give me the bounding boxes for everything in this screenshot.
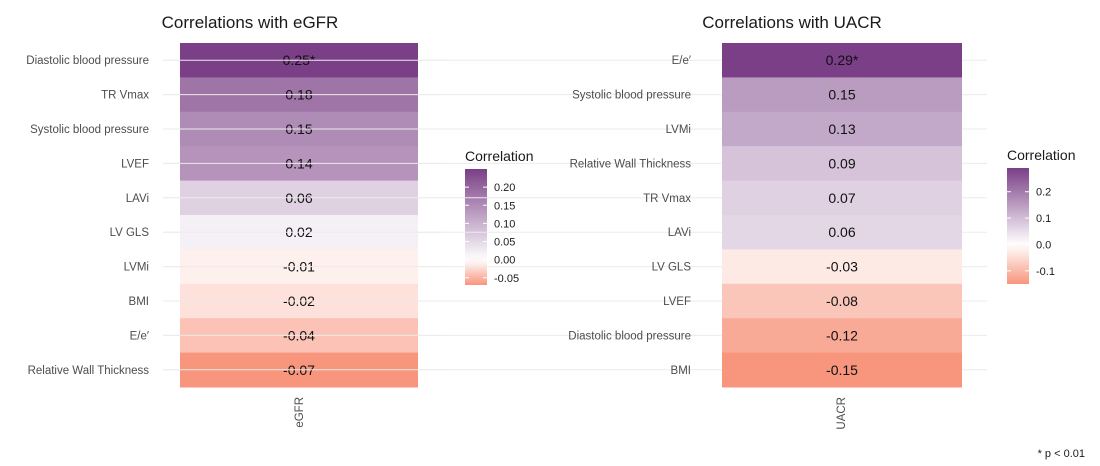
legend-tick-label: 0.15: [494, 200, 515, 212]
legend-tick-label: 0.10: [494, 218, 515, 230]
row-label: LVMi: [124, 262, 149, 274]
cell-value-label: -0.03: [826, 259, 858, 275]
row-label: TR Vmax: [643, 193, 691, 205]
row-label: LAVi: [126, 193, 149, 205]
heatmap-cell: [722, 146, 962, 182]
row-label: LV GLS: [652, 262, 692, 274]
cell-value-label: -0.15: [826, 362, 858, 378]
chart-title: Correlations with UACR: [702, 13, 882, 32]
row-label: LVEF: [663, 296, 691, 308]
row-label: LVEF: [121, 158, 149, 170]
row-label: E/e′: [672, 55, 691, 67]
row-label: LAVi: [668, 227, 691, 239]
cell-value-label: 0.13: [828, 121, 855, 137]
cell-value-label: 0.09: [828, 155, 855, 171]
row-label: Systolic blood pressure: [572, 90, 691, 102]
cell-value-label: 0.07: [828, 190, 855, 206]
row-label: Relative Wall Thickness: [28, 365, 150, 377]
row-label: Diastolic blood pressure: [26, 55, 149, 67]
row-label: BMI: [671, 365, 691, 377]
chart-title: Correlations with eGFR: [162, 13, 339, 32]
cell-value-label: 0.06: [828, 224, 855, 240]
row-label: Systolic blood pressure: [30, 124, 149, 136]
heatmap-panel: Correlations with UACR 0.29* E/e′ 0.15 Systo…: [163, 13, 1075, 430]
heatmap-cell: [722, 318, 962, 354]
legend-tick-label: -0.05: [494, 273, 519, 285]
legend-colorbar: [1007, 168, 1029, 284]
row-label: TR Vmax: [101, 90, 149, 102]
cell-value-label: -0.12: [826, 327, 858, 343]
x-axis-tick-label: UACR: [836, 397, 848, 430]
legend-tick-label: 0.00: [494, 255, 515, 267]
heatmap-cell: [722, 249, 962, 285]
footnote: * p < 0.01: [1038, 448, 1085, 460]
heatmap-cell: [722, 180, 962, 216]
cell-value-label: 0.15: [828, 87, 855, 103]
row-label: Relative Wall Thickness: [570, 158, 692, 170]
heatmap-cell: [722, 352, 962, 388]
legend-tick-label: 0.1: [1036, 213, 1051, 225]
heatmap-cell: [722, 43, 962, 78]
cell-value-label: -0.08: [826, 293, 858, 309]
legend-title: Correlation: [1007, 147, 1075, 163]
row-label: Diastolic blood pressure: [568, 330, 691, 342]
heatmap-cell: [722, 111, 962, 147]
cell-value-label: 0.29*: [826, 52, 859, 68]
legend-tick-label: -0.1: [1036, 266, 1055, 278]
legend-tick-label: 0.05: [494, 237, 515, 249]
legend-title: Correlation: [465, 148, 533, 164]
x-axis-tick-label: eGFR: [294, 397, 306, 428]
heatmap-cell: [722, 215, 962, 250]
heatmap-cell: [722, 283, 962, 319]
row-label: LVMi: [666, 124, 691, 136]
row-label: E/e′: [130, 330, 149, 342]
row-label: BMI: [129, 296, 149, 308]
heatmap-cell: [722, 77, 962, 113]
legend-tick-label: 0.2: [1036, 187, 1051, 199]
legend-colorbar: [465, 169, 487, 285]
legend-tick-label: 0.0: [1036, 239, 1051, 251]
legend-tick-label: 0.20: [494, 182, 515, 194]
row-label: LV GLS: [110, 227, 150, 239]
